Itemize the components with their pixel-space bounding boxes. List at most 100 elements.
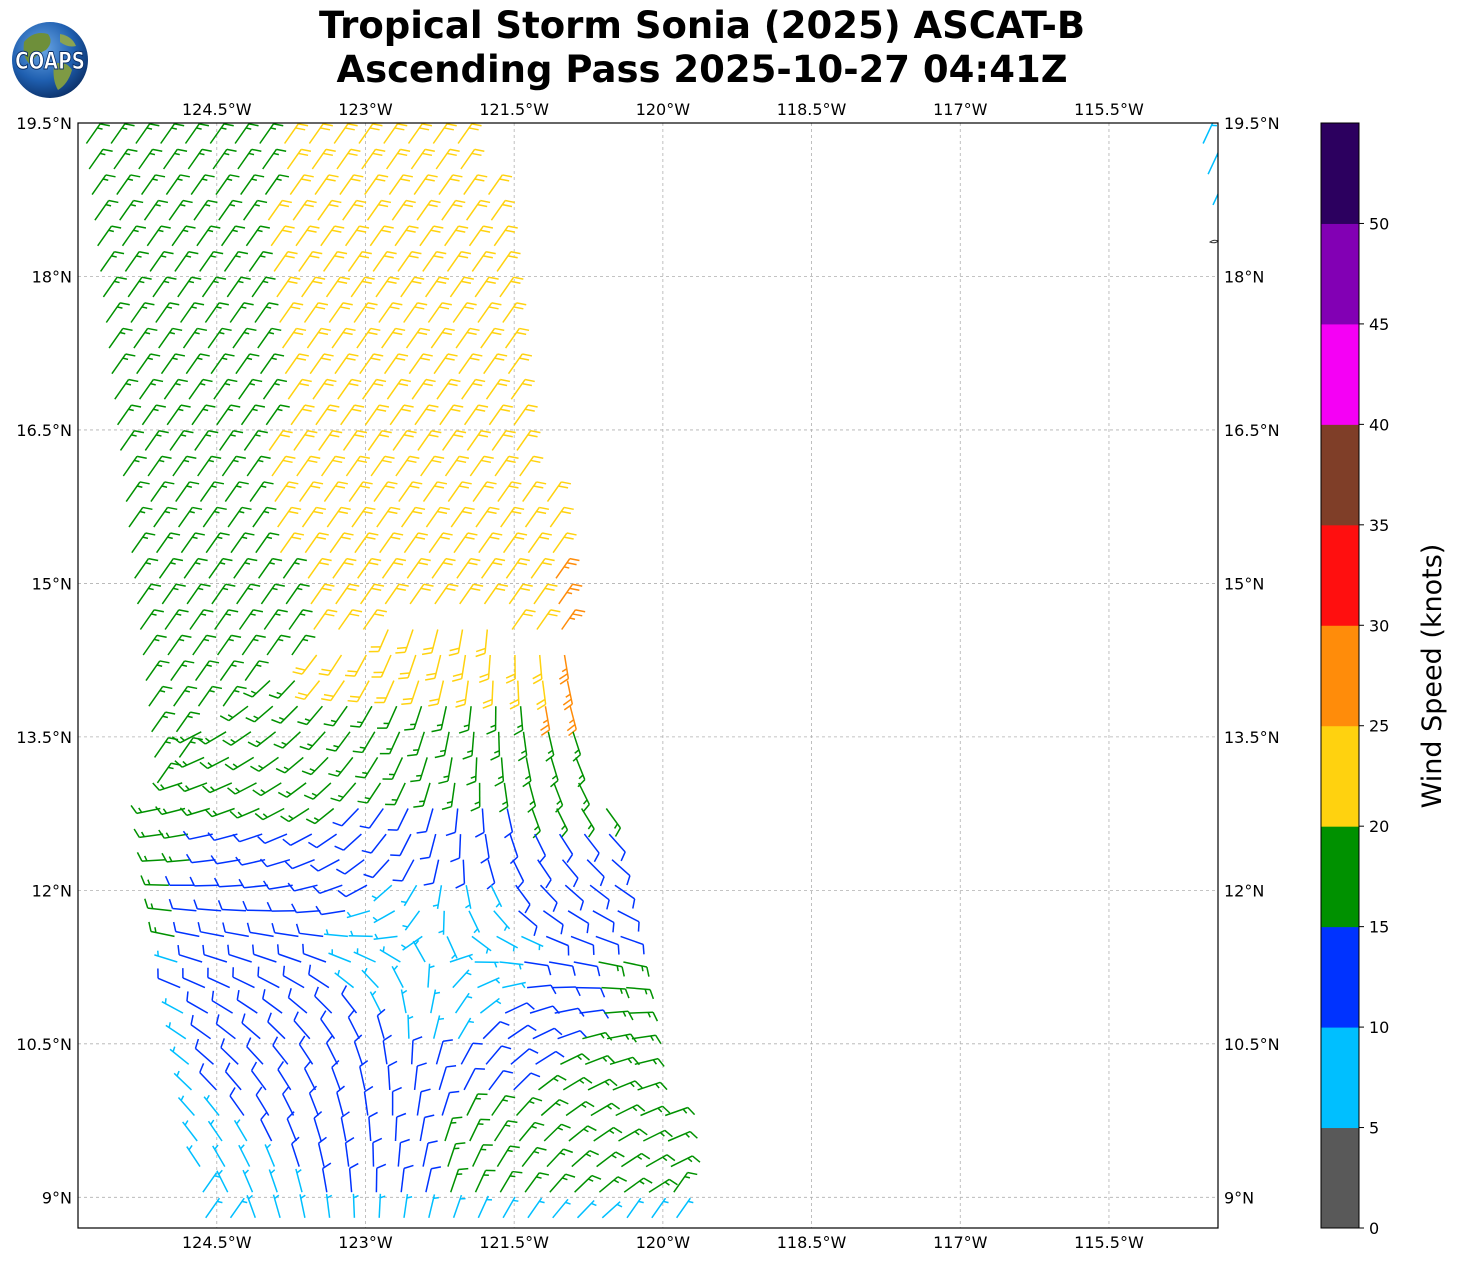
wind-barb (587, 1078, 618, 1091)
wind-barb (163, 378, 188, 400)
wind-barb (604, 1010, 634, 1021)
wind-barb (199, 251, 224, 272)
wind-barb (110, 123, 135, 144)
wind-barb (174, 756, 205, 768)
wind-barb (177, 1095, 195, 1116)
wind-barb (179, 302, 205, 323)
wind-barb (406, 557, 431, 579)
wind-barb (446, 251, 472, 272)
wind-barb (586, 859, 605, 887)
wind-barb (175, 711, 201, 733)
wind-barb (361, 833, 387, 854)
wind-barb (208, 557, 233, 579)
wind-barb (428, 680, 445, 707)
wind-barb (344, 225, 370, 247)
wind-barb (301, 756, 329, 776)
wind-barb (510, 378, 535, 400)
colorbar-tick-label: 45 (1369, 315, 1389, 334)
wind-barb (474, 1169, 496, 1193)
wind-barb (576, 986, 606, 998)
wind-barb (540, 1099, 569, 1117)
lat-tick-label-right: 19.5°N (1224, 114, 1280, 133)
wind-barb (175, 481, 200, 503)
wind-barb (85, 123, 110, 144)
wind-barb (527, 984, 557, 995)
wind-barb (336, 1085, 345, 1116)
wind-barb (236, 990, 258, 1014)
wind-barb (373, 481, 398, 503)
wind-barb (623, 961, 650, 977)
title-block: Tropical Storm Sonia (2025) ASCAT-B Asce… (0, 4, 1404, 92)
wind-barb (242, 900, 271, 912)
colorbar: 0 5 10 15 20 25 30 35 40 45 50 (1320, 122, 1389, 1238)
wind-barb (332, 807, 360, 827)
wind-barb (262, 378, 288, 400)
wind-barb (615, 1104, 646, 1117)
wind-barb (291, 634, 316, 656)
wind-barb (167, 634, 192, 656)
wind-barb (160, 353, 186, 375)
wind-barb (397, 1138, 410, 1167)
wind-barb (479, 997, 502, 1014)
wind-barb (312, 378, 337, 400)
colorbar-tick-label: 25 (1369, 717, 1389, 736)
wind-barb (498, 782, 509, 813)
wind-barb (321, 1162, 332, 1193)
wind-barb (140, 174, 166, 196)
lon-tick-label-top: 118.5°W (777, 100, 847, 119)
wind-barb (293, 430, 318, 451)
wind-barb (567, 910, 590, 934)
wind-barb (336, 148, 361, 170)
wind-barb (579, 1009, 610, 1019)
wind-barb (527, 1197, 545, 1219)
colorbar-bin (1321, 625, 1359, 727)
wind-barb (410, 1036, 423, 1065)
wind-barb (573, 961, 601, 977)
wind-barb (673, 1171, 698, 1193)
wind-barb (357, 782, 382, 804)
wind-barb (516, 430, 541, 451)
wind-barb (287, 882, 318, 892)
wind-barb (232, 833, 263, 843)
title-line-2: Ascending Pass 2025-10-27 04:41Z (336, 48, 1068, 91)
wind-barb (549, 506, 574, 528)
lat-tick-label-left: 18°N (32, 267, 72, 286)
wind-barb (116, 174, 141, 196)
wind-barb (471, 935, 492, 954)
wind-barb (433, 353, 458, 375)
wind-barb (471, 251, 496, 272)
wind-barb (477, 1195, 493, 1219)
lon-tick-label-bottom: 121.5°W (479, 1233, 549, 1252)
wind-barb (148, 921, 175, 938)
wind-barb (531, 808, 541, 839)
wind-barb (189, 609, 214, 630)
wind-barb (169, 430, 194, 451)
wind-barb (292, 199, 317, 221)
wind-barb (346, 910, 371, 919)
wind-barb (455, 680, 469, 708)
wind-barb (247, 731, 277, 748)
wind-barb (383, 123, 408, 144)
lon-tick-label-bottom: 117°W (933, 1233, 988, 1252)
wind-barb (116, 404, 142, 426)
wind-barb (259, 858, 291, 868)
wind-barb (502, 1196, 519, 1219)
lon-tick-label-bottom: 118.5°W (777, 1233, 847, 1252)
lat-tick-label-left: 12°N (32, 881, 72, 900)
wind-barb (468, 225, 494, 247)
wind-barb (191, 404, 216, 426)
wind-barb (161, 998, 184, 1014)
wind-barb (155, 532, 181, 554)
wind-barb (496, 251, 521, 272)
wind-barb (216, 634, 242, 656)
wind-barb (105, 302, 130, 323)
colorbar-tick-label: 0 (1369, 1219, 1379, 1238)
wind-barb (288, 609, 313, 630)
wind-barb (203, 1094, 220, 1116)
wind-barb (238, 1144, 251, 1167)
wind-barb (444, 225, 469, 247)
wind-barb (310, 583, 335, 605)
wind-barb (441, 430, 467, 451)
wind-barb (550, 757, 559, 788)
wind-barb (251, 944, 277, 963)
